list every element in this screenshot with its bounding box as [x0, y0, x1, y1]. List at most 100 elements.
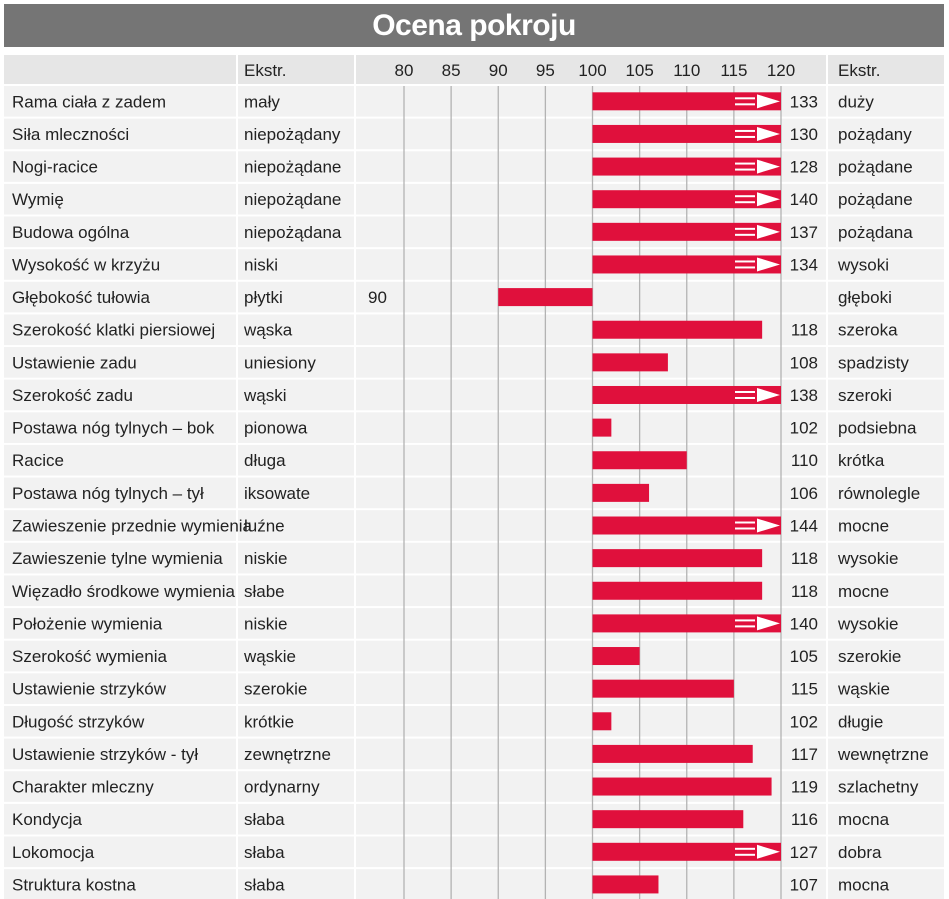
row-bg-trait: [4, 379, 236, 411]
high-extreme-label: wewnętrzne: [837, 745, 929, 764]
low-extreme-label: uniesiony: [244, 353, 316, 372]
value-label: 118: [791, 321, 818, 340]
x-tick-label: 120: [767, 61, 795, 80]
high-extreme-label: mocna: [838, 810, 890, 829]
high-extreme-label: dobra: [838, 843, 882, 862]
row-bg-high: [828, 575, 944, 607]
bar: [592, 320, 763, 339]
high-extreme-label: wysoki: [837, 255, 889, 274]
row-bg-high: [828, 151, 944, 182]
high-extreme-label: równolegle: [838, 484, 920, 503]
low-extreme-label: słaba: [244, 843, 285, 862]
overflow-stroke: [735, 619, 755, 622]
high-extreme-label: pożądana: [838, 223, 913, 242]
low-extreme-label: krótkie: [244, 712, 294, 731]
row-bg-low: [238, 673, 354, 704]
low-extreme-label: szerokie: [244, 680, 307, 699]
overflow-stroke: [735, 103, 755, 106]
row-bg-trait: [4, 281, 236, 313]
row-bg-high: [828, 836, 944, 868]
low-extreme-label: słaba: [244, 875, 285, 894]
low-extreme-label: długa: [244, 451, 286, 470]
bar: [592, 647, 640, 666]
overflow-stroke: [735, 260, 755, 263]
value-label: 116: [791, 810, 818, 829]
row-bg-high: [828, 281, 944, 313]
high-extreme-label: pożądane: [838, 158, 913, 177]
row-bg-trait: [4, 640, 236, 672]
bar: [592, 810, 744, 829]
row-bg-high: [828, 412, 944, 443]
row-bg-trait: [4, 249, 236, 280]
value-label: 133: [790, 92, 818, 111]
overflow-arrow: [757, 94, 780, 109]
overflow-stroke: [735, 97, 755, 100]
row-bg-high: [828, 640, 944, 672]
bar: [592, 353, 668, 372]
row-bg-low: [238, 608, 354, 639]
overflow-arrow: [757, 616, 780, 631]
trait-label: Kondycja: [12, 810, 82, 829]
high-extreme-label: mocne: [838, 517, 889, 536]
value-label: 90: [368, 288, 387, 307]
overflow-arrow: [757, 518, 780, 533]
low-extreme-label: wąska: [243, 321, 293, 340]
row-bg-scale: [356, 738, 826, 770]
row-bg-high: [828, 444, 944, 476]
value-label: 130: [790, 125, 818, 144]
trait-label: Nogi-racice: [12, 158, 98, 177]
row-bg-high: [828, 314, 944, 346]
overflow-stroke: [735, 266, 755, 269]
low-extreme-label: słaba: [244, 810, 285, 829]
bar: [592, 483, 650, 502]
row-bg-low: [238, 477, 354, 509]
overflow-stroke: [735, 847, 755, 850]
trait-label: Postawa nóg tylnych – bok: [12, 419, 215, 438]
trait-label: Wysokość w krzyżu: [12, 255, 160, 274]
trait-label: Szerokość zadu: [12, 386, 133, 405]
bar: [592, 255, 781, 274]
low-extreme-label: luźne: [244, 517, 285, 536]
overflow-arrow: [757, 387, 780, 402]
row-bg-high: [828, 803, 944, 835]
bar: [592, 190, 781, 209]
row-bg-scale: [356, 673, 826, 704]
row-bg-high: [828, 510, 944, 541]
trait-label: Długość strzyków: [12, 712, 145, 731]
row-bg-trait: [4, 575, 236, 607]
x-tick-label: 100: [578, 61, 606, 80]
row-bg-trait: [4, 477, 236, 509]
row-bg-high: [828, 347, 944, 378]
bar: [592, 549, 763, 568]
value-label: 102: [790, 419, 818, 438]
row-bg-low: [238, 575, 354, 607]
row-bg-high: [828, 477, 944, 509]
bar: [498, 288, 593, 307]
trait-label: Ustawienie strzyków - tył: [12, 745, 198, 764]
value-label: 119: [791, 778, 818, 797]
bar: [592, 581, 763, 600]
row-bg-high: [828, 771, 944, 802]
overflow-stroke: [735, 396, 755, 399]
row-bg-low: [238, 347, 354, 378]
x-tick-label: 80: [395, 61, 414, 80]
bar: [592, 418, 612, 437]
low-extreme-label: niepożądane: [244, 158, 341, 177]
high-extreme-label: podsiebna: [838, 419, 917, 438]
x-tick-label: 85: [442, 61, 461, 80]
row-bg-low: [238, 118, 354, 150]
trait-label: Struktura kostna: [12, 875, 136, 894]
row-bg-trait: [4, 608, 236, 639]
trait-label: Szerokość klatki piersiowej: [12, 321, 215, 340]
row-bg-scale: [356, 640, 826, 672]
row-bg-low: [238, 510, 354, 541]
row-bg-high: [828, 118, 944, 150]
row-bg-low: [238, 738, 354, 770]
overflow-stroke: [735, 527, 755, 530]
trait-label: Głębokość tułowia: [12, 288, 151, 307]
overflow-arrow: [757, 192, 780, 207]
row-bg-trait: [4, 673, 236, 704]
low-extreme-label: niepożądane: [244, 190, 341, 209]
value-label: 110: [791, 451, 818, 470]
